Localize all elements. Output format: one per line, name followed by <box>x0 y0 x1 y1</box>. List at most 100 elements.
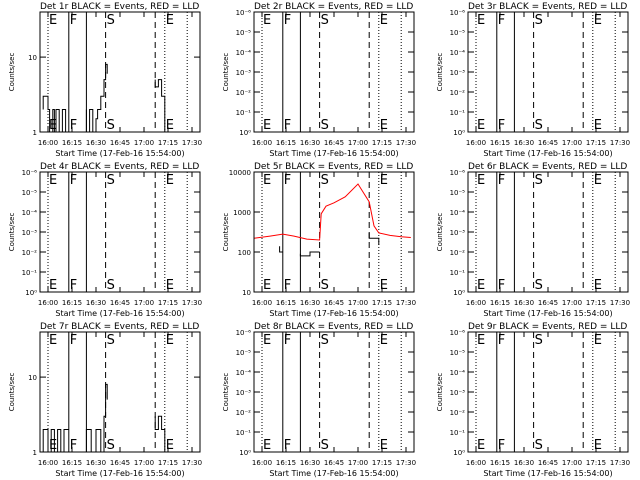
x-tick-label: 16:00 <box>38 459 58 467</box>
x-tick-label: 16:00 <box>252 459 272 467</box>
marker-label-bottom-s: S <box>107 278 115 293</box>
y-tick-label: 10⁻¹ <box>450 109 466 117</box>
panel-title: Det 4r BLACK = Events, RED = LLD <box>40 162 199 172</box>
marker-label-bottom-e: E <box>594 278 602 293</box>
marker-label-bottom-e: E <box>263 438 271 453</box>
marker-label-s: S <box>321 173 329 188</box>
x-tick-label: 17:15 <box>158 139 178 147</box>
marker-label-e: E <box>263 333 271 348</box>
marker-label-bottom-f: F <box>284 438 291 453</box>
marker-label-bottom-f: F <box>498 118 505 133</box>
y-tick-label: 10⁻¹ <box>236 109 252 117</box>
y-tick-label: 10⁰ <box>453 129 465 137</box>
y-tick-label: 10 <box>28 374 37 382</box>
plot-frame <box>39 331 201 453</box>
y-tick-label: 10⁻⁶ <box>450 169 466 177</box>
x-tick-label: 17:30 <box>610 299 630 307</box>
x-tick-label: 16:15 <box>490 299 510 307</box>
x-tick-label: 17:00 <box>348 459 368 467</box>
panel-det-9r: Det 9r BLACK = Events, RED = LLD Counts/s… <box>436 322 630 478</box>
x-axis-label: Start Time (17-Feb-16 15:54:00) <box>55 149 184 158</box>
x-tick-label: 16:15 <box>62 459 82 467</box>
x-tick-label: 17:00 <box>134 459 154 467</box>
x-tick-label: 16:30 <box>300 459 320 467</box>
y-tick-label: 1000 <box>233 209 251 217</box>
x-tick-label: 17:30 <box>182 139 202 147</box>
x-tick-label: 16:15 <box>276 139 296 147</box>
events-series-line <box>42 383 166 452</box>
marker-label-bottom-e: E <box>477 118 485 133</box>
marker-label-f: F <box>70 13 77 28</box>
y-tick-label: 1 <box>33 449 37 457</box>
y-tick-label: 10⁻² <box>22 249 38 257</box>
plot-frame <box>39 11 201 133</box>
lld-series-line <box>254 183 411 241</box>
y-axis-label: Counts/sec <box>436 213 444 252</box>
y-tick-label: 10⁻⁴ <box>236 49 252 57</box>
panel-title: Det 6r BLACK = Events, RED = LLD <box>468 162 627 172</box>
marker-label-e: E <box>263 173 271 188</box>
marker-label-bottom-e: E <box>594 438 602 453</box>
y-tick-label: 1 <box>33 129 37 137</box>
panel-title: Det 5r BLACK = Events, RED = LLD <box>254 162 413 172</box>
marker-label-bottom-e: E <box>166 278 174 293</box>
marker-label-bottom-f: F <box>284 278 291 293</box>
x-axis-label: Start Time (17-Feb-16 15:54:00) <box>483 149 612 158</box>
x-tick-label: 16:00 <box>466 459 486 467</box>
marker-label-bottom-e: E <box>166 118 174 133</box>
y-tick-label: 10⁰ <box>453 449 465 457</box>
plot-frame <box>253 171 415 293</box>
x-axis-label: Start Time (17-Feb-16 15:54:00) <box>55 469 184 478</box>
y-axis-label: Counts/sec <box>436 53 444 92</box>
y-tick-label: 10⁰ <box>239 129 251 137</box>
marker-label-bottom-e: E <box>477 278 485 293</box>
x-tick-label: 16:15 <box>62 139 82 147</box>
y-tick-label: 100 <box>238 249 251 257</box>
marker-label-e: E <box>594 13 602 28</box>
marker-label-bottom-e: E <box>49 438 57 453</box>
y-tick-label: 10⁻² <box>236 89 252 97</box>
y-tick-label: 10⁻³ <box>236 389 252 397</box>
marker-label-e: E <box>380 173 388 188</box>
marker-label-bottom-s: S <box>107 438 115 453</box>
x-tick-label: 17:00 <box>134 139 154 147</box>
marker-label-e: E <box>594 333 602 348</box>
y-tick-label: 10⁻² <box>450 89 466 97</box>
x-tick-label: 16:30 <box>86 299 106 307</box>
x-tick-label: 16:00 <box>466 299 486 307</box>
marker-label-bottom-e: E <box>263 118 271 133</box>
y-tick-label: 10⁻⁶ <box>450 9 466 17</box>
x-tick-label: 16:45 <box>110 299 130 307</box>
marker-label-s: S <box>535 333 543 348</box>
y-tick-label: 10⁻⁵ <box>450 29 466 37</box>
x-tick-label: 16:00 <box>466 139 486 147</box>
marker-label-bottom-f: F <box>70 438 77 453</box>
marker-label-e: E <box>477 173 485 188</box>
marker-label-e: E <box>49 173 57 188</box>
x-tick-label: 16:45 <box>538 459 558 467</box>
events-series-line <box>42 63 166 132</box>
x-tick-label: 16:00 <box>38 139 58 147</box>
x-tick-label: 16:15 <box>62 299 82 307</box>
marker-label-bottom-f: F <box>70 118 77 133</box>
panel-det-4r: Det 4r BLACK = Events, RED = LLD Counts/s… <box>8 162 202 318</box>
x-tick-label: 17:15 <box>586 299 606 307</box>
x-tick-label: 16:00 <box>38 299 58 307</box>
marker-label-s: S <box>321 13 329 28</box>
y-tick-label: 10⁰ <box>239 449 251 457</box>
y-tick-label: 10⁻² <box>450 409 466 417</box>
plot-frame <box>253 331 415 453</box>
x-tick-label: 17:15 <box>372 459 392 467</box>
x-tick-label: 16:30 <box>514 139 534 147</box>
x-axis-label: Start Time (17-Feb-16 15:54:00) <box>483 309 612 318</box>
x-tick-label: 17:30 <box>610 139 630 147</box>
x-tick-label: 17:15 <box>158 459 178 467</box>
x-tick-label: 17:00 <box>348 139 368 147</box>
marker-label-f: F <box>284 333 291 348</box>
x-tick-label: 16:30 <box>514 299 534 307</box>
panel-det-2r: Det 2r BLACK = Events, RED = LLD Counts/s… <box>222 2 416 158</box>
x-tick-label: 17:00 <box>562 139 582 147</box>
x-tick-label: 16:30 <box>86 139 106 147</box>
y-tick-label: 10⁻⁶ <box>236 9 252 17</box>
marker-label-e: E <box>49 13 57 28</box>
